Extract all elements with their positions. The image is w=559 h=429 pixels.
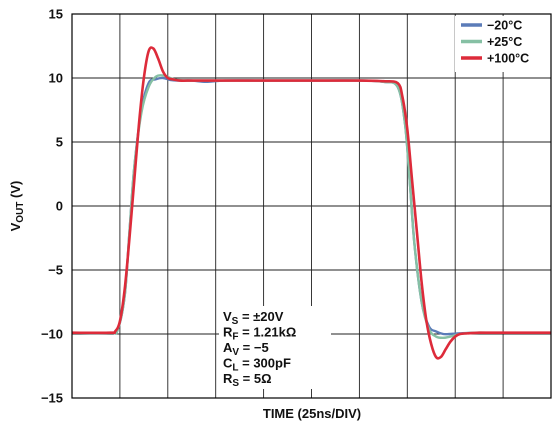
y-axis-label-main: V (8, 222, 23, 231)
series-line-3 (71, 46, 551, 360)
legend-label: +100°C (487, 52, 529, 66)
y-tick-label: 0 (56, 199, 63, 214)
series-lines (71, 46, 551, 360)
legend: −20°C +25°C +100°C (455, 16, 549, 72)
condition-line: CL = 300pF (223, 356, 291, 374)
y-tick-label: 10 (49, 71, 63, 86)
condition-line: RF = 1.21kΩ (223, 325, 296, 343)
legend-label: +25°C (487, 35, 522, 49)
y-axis-label: VOUT (V) (8, 181, 26, 232)
y-axis-label-sub: OUT (15, 202, 26, 223)
y-tick-label: 15 (49, 7, 63, 22)
y-axis-label-suffix: (V) (8, 181, 23, 202)
legend-label: −20°C (487, 19, 522, 33)
x-axis-label: TIME (25ns/DIV) (263, 406, 361, 421)
y-tick-label: −10 (41, 327, 63, 342)
conditions-background (219, 306, 331, 389)
condition-line: AV = −5 (223, 340, 269, 358)
condition-line: RS = 5Ω (223, 371, 272, 389)
y-axis-ticks: 15 10 5 0 −5 −10 −15 (41, 7, 63, 406)
condition-line: VS = ±20V (223, 309, 284, 327)
plot-frame (71, 13, 552, 399)
y-tick-label: −15 (41, 391, 63, 406)
y-tick-label: 5 (56, 135, 63, 150)
y-tick-label: −5 (48, 263, 63, 278)
